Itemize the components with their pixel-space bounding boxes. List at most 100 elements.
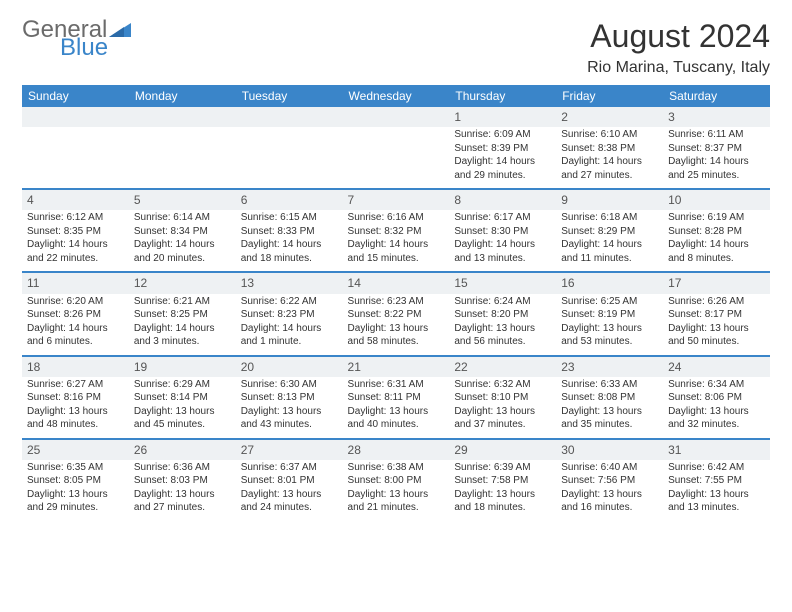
day-number-cell: 6 [236,189,343,210]
day-number-cell: 28 [343,439,450,460]
logo-triangle-icon [109,19,131,37]
sunrise-text: Sunrise: 6:38 AM [348,461,445,475]
sunrise-text: Sunrise: 6:10 AM [561,128,658,142]
sunset-text: Sunset: 7:58 PM [454,474,551,488]
daylight-text: Daylight: 14 hours and 18 minutes. [241,238,338,265]
day-data-cell: Sunrise: 6:10 AMSunset: 8:38 PMDaylight:… [556,127,663,189]
sunset-text: Sunset: 8:01 PM [241,474,338,488]
day-data-cell: Sunrise: 6:17 AMSunset: 8:30 PMDaylight:… [449,210,556,272]
sunset-text: Sunset: 8:25 PM [134,308,231,322]
sunrise-text: Sunrise: 6:37 AM [241,461,338,475]
day-number-cell: 7 [343,189,450,210]
daylight-text: Daylight: 14 hours and 13 minutes. [454,238,551,265]
day-number-cell: 24 [663,356,770,377]
sunset-text: Sunset: 8:13 PM [241,391,338,405]
day-data-cell: Sunrise: 6:36 AMSunset: 8:03 PMDaylight:… [129,460,236,521]
sunset-text: Sunset: 8:33 PM [241,225,338,239]
sunset-text: Sunset: 8:17 PM [668,308,765,322]
sunrise-text: Sunrise: 6:25 AM [561,295,658,309]
sunrise-text: Sunrise: 6:30 AM [241,378,338,392]
daylight-text: Daylight: 13 hours and 58 minutes. [348,322,445,349]
sunset-text: Sunset: 8:16 PM [27,391,124,405]
day-data-cell: Sunrise: 6:15 AMSunset: 8:33 PMDaylight:… [236,210,343,272]
day-number-cell: 23 [556,356,663,377]
sunset-text: Sunset: 8:00 PM [348,474,445,488]
daynum-row: 123 [22,107,770,127]
day-number-cell [343,107,450,127]
weekday-header: Monday [129,85,236,107]
day-number-cell: 13 [236,272,343,293]
daylight-text: Daylight: 13 hours and 21 minutes. [348,488,445,515]
sunrise-text: Sunrise: 6:40 AM [561,461,658,475]
daylight-text: Daylight: 13 hours and 16 minutes. [561,488,658,515]
daynum-row: 45678910 [22,189,770,210]
daylight-text: Daylight: 14 hours and 15 minutes. [348,238,445,265]
sunrise-text: Sunrise: 6:34 AM [668,378,765,392]
sunrise-text: Sunrise: 6:23 AM [348,295,445,309]
sunrise-text: Sunrise: 6:11 AM [668,128,765,142]
day-number-cell: 18 [22,356,129,377]
daylight-text: Daylight: 13 hours and 48 minutes. [27,405,124,432]
weekday-header-row: Sunday Monday Tuesday Wednesday Thursday… [22,85,770,107]
day-number-cell: 20 [236,356,343,377]
sunset-text: Sunset: 8:29 PM [561,225,658,239]
daylight-text: Daylight: 13 hours and 29 minutes. [27,488,124,515]
sunrise-text: Sunrise: 6:09 AM [454,128,551,142]
sunrise-text: Sunrise: 6:18 AM [561,211,658,225]
sunrise-text: Sunrise: 6:33 AM [561,378,658,392]
sunrise-text: Sunrise: 6:29 AM [134,378,231,392]
sunset-text: Sunset: 8:05 PM [27,474,124,488]
logo: GeneralBlue [22,18,131,66]
sunset-text: Sunset: 8:19 PM [561,308,658,322]
sunset-text: Sunset: 7:55 PM [668,474,765,488]
sunrise-text: Sunrise: 6:35 AM [27,461,124,475]
sunset-text: Sunset: 8:26 PM [27,308,124,322]
day-number-cell: 26 [129,439,236,460]
day-data-row: Sunrise: 6:27 AMSunset: 8:16 PMDaylight:… [22,377,770,439]
day-data-cell: Sunrise: 6:35 AMSunset: 8:05 PMDaylight:… [22,460,129,521]
day-data-cell: Sunrise: 6:16 AMSunset: 8:32 PMDaylight:… [343,210,450,272]
day-data-row: Sunrise: 6:09 AMSunset: 8:39 PMDaylight:… [22,127,770,189]
day-number-cell: 25 [22,439,129,460]
day-data-cell: Sunrise: 6:11 AMSunset: 8:37 PMDaylight:… [663,127,770,189]
daylight-text: Daylight: 13 hours and 45 minutes. [134,405,231,432]
sunset-text: Sunset: 8:10 PM [454,391,551,405]
day-number-cell: 17 [663,272,770,293]
daylight-text: Daylight: 13 hours and 53 minutes. [561,322,658,349]
sunrise-text: Sunrise: 6:20 AM [27,295,124,309]
sunset-text: Sunset: 8:03 PM [134,474,231,488]
day-data-cell: Sunrise: 6:37 AMSunset: 8:01 PMDaylight:… [236,460,343,521]
daylight-text: Daylight: 13 hours and 35 minutes. [561,405,658,432]
day-data-cell: Sunrise: 6:19 AMSunset: 8:28 PMDaylight:… [663,210,770,272]
day-number-cell: 9 [556,189,663,210]
sunset-text: Sunset: 8:35 PM [27,225,124,239]
daylight-text: Daylight: 13 hours and 18 minutes. [454,488,551,515]
calendar-table: Sunday Monday Tuesday Wednesday Thursday… [22,85,770,521]
location: Rio Marina, Tuscany, Italy [587,59,770,77]
day-data-row: Sunrise: 6:35 AMSunset: 8:05 PMDaylight:… [22,460,770,521]
day-data-cell: Sunrise: 6:09 AMSunset: 8:39 PMDaylight:… [449,127,556,189]
daylight-text: Daylight: 13 hours and 50 minutes. [668,322,765,349]
day-number-cell: 14 [343,272,450,293]
sunrise-text: Sunrise: 6:16 AM [348,211,445,225]
weekday-header: Wednesday [343,85,450,107]
sunset-text: Sunset: 8:38 PM [561,142,658,156]
daylight-text: Daylight: 14 hours and 29 minutes. [454,155,551,182]
day-number-cell: 30 [556,439,663,460]
sunset-text: Sunset: 8:20 PM [454,308,551,322]
sunrise-text: Sunrise: 6:21 AM [134,295,231,309]
header: GeneralBlue August 2024 Rio Marina, Tusc… [22,18,770,77]
day-number-cell: 11 [22,272,129,293]
day-number-cell: 1 [449,107,556,127]
sunrise-text: Sunrise: 6:39 AM [454,461,551,475]
day-data-cell: Sunrise: 6:23 AMSunset: 8:22 PMDaylight:… [343,294,450,356]
day-data-cell: Sunrise: 6:40 AMSunset: 7:56 PMDaylight:… [556,460,663,521]
sunrise-text: Sunrise: 6:15 AM [241,211,338,225]
daylight-text: Daylight: 14 hours and 25 minutes. [668,155,765,182]
day-number-cell: 15 [449,272,556,293]
daylight-text: Daylight: 13 hours and 32 minutes. [668,405,765,432]
day-data-cell: Sunrise: 6:18 AMSunset: 8:29 PMDaylight:… [556,210,663,272]
day-data-cell: Sunrise: 6:32 AMSunset: 8:10 PMDaylight:… [449,377,556,439]
day-number-cell: 22 [449,356,556,377]
day-number-cell: 10 [663,189,770,210]
